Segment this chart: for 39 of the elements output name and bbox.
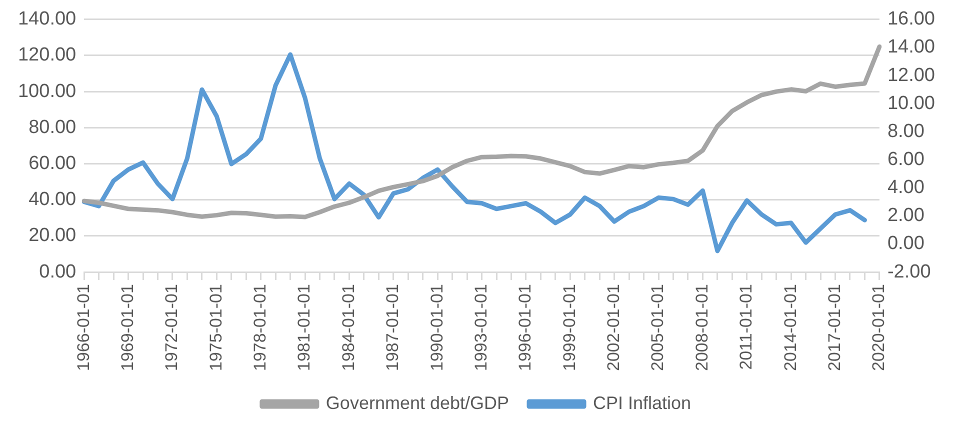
y-tick-label: 100.00 [18, 80, 76, 102]
x-tick-label: 2011-01-01 [736, 284, 756, 370]
y-tick-label: 60.00 [28, 153, 76, 174]
y2-tick-label: 10.00 [887, 92, 935, 114]
x-tick-label: 1981-01-01 [294, 284, 314, 372]
x-tick-label: 1987-01-01 [383, 284, 402, 372]
x-tick-label: 1975-01-01 [206, 284, 226, 372]
y2-tick-label: 2.00 [887, 205, 924, 226]
y-tick-label: 40.00 [28, 189, 76, 210]
x-tick-label: 2014-01-01 [780, 284, 800, 372]
x-tick-label: 2020-01-01 [869, 284, 888, 372]
y2-tick-label: 4.00 [887, 177, 924, 198]
x-tick-label: 2002-01-01 [604, 284, 624, 372]
y-tick-label: 0.00 [39, 261, 76, 282]
y2-tick-label: 16.00 [887, 8, 935, 30]
x-tick-label: 1978-01-01 [250, 284, 270, 372]
x-tick-label: 1969-01-01 [118, 284, 137, 372]
y2-tick-label: -2.00 [887, 261, 931, 282]
y2-tick-label: 12.00 [887, 64, 935, 86]
y-tick-label: 80.00 [28, 116, 76, 138]
x-tick-label: 1990-01-01 [427, 284, 446, 372]
y2-tick-label: 0.00 [887, 233, 924, 254]
y-tick-label: 120.00 [18, 44, 76, 66]
x-tick-label: 1996-01-01 [516, 284, 535, 372]
x-tick-label: 2017-01-01 [824, 284, 844, 372]
x-tick-label: 2008-01-01 [692, 284, 712, 372]
x-tick-label: 2005-01-01 [648, 284, 668, 372]
y2-tick-label: 14.00 [887, 36, 935, 58]
legend-label: CPI Inflation [593, 392, 692, 413]
x-tick-label: 1999-01-01 [560, 284, 579, 372]
x-tick-label: 1972-01-01 [162, 284, 182, 372]
y-tick-label: 20.00 [28, 225, 76, 246]
y2-tick-label: 6.00 [887, 148, 924, 170]
legend-label: Government debt/GDP [326, 392, 510, 413]
x-tick-label: 1966-01-01 [74, 284, 93, 372]
y2-tick-label: 8.00 [887, 120, 924, 142]
x-tick-label: 1984-01-01 [338, 284, 358, 372]
x-tick-label: 1993-01-01 [471, 284, 490, 372]
y-tick-label: 140.00 [18, 8, 76, 30]
